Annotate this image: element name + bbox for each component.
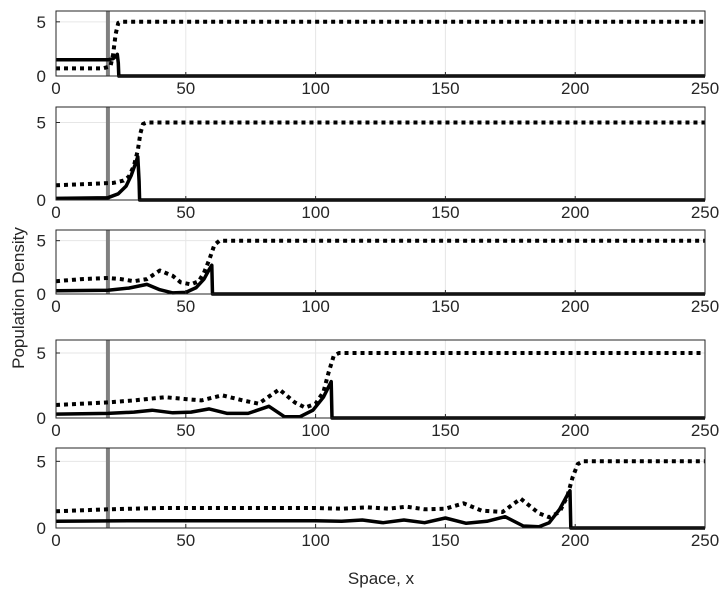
panel-1: 0 50 100 150 200 250 0 5: [37, 10, 719, 98]
x-tick-label: 200: [561, 531, 589, 550]
x-tick-label: 200: [561, 79, 589, 98]
x-tick-label: 200: [561, 421, 589, 440]
x-tick-label: 200: [561, 203, 589, 222]
axes-box: [55, 229, 706, 295]
x-tick-label: 50: [176, 79, 195, 98]
x-tick-label: 250: [691, 203, 719, 222]
x-tick-label: 100: [301, 79, 329, 98]
x-tick-label: 0: [51, 531, 60, 550]
x-tick-label: 150: [431, 421, 459, 440]
y-tick-label: 5: [37, 114, 46, 133]
y-axis-label: Population Density: [9, 227, 28, 369]
panel-2: 0 50 100 150 200 250 0 5: [37, 106, 719, 222]
x-tick-label: 200: [561, 297, 589, 316]
plot-area: [56, 448, 705, 528]
series-solid-line: [55, 154, 705, 202]
x-tick-label: 150: [431, 531, 459, 550]
axes-box: [55, 447, 706, 529]
y-tick-label: 5: [37, 232, 46, 251]
y-tick-label: 5: [37, 13, 46, 32]
panel-3: 0 50 100 150 200 250 0 5: [37, 229, 719, 316]
x-tick-label: 0: [51, 297, 60, 316]
y-tick-label: 0: [37, 191, 46, 210]
x-tick-label: 150: [431, 203, 459, 222]
x-tick-label: 0: [51, 421, 60, 440]
axes-box: [55, 106, 706, 201]
x-tick-label: 0: [51, 79, 60, 98]
series-dotted-line: [56, 19, 705, 71]
x-tick-label: 50: [176, 203, 195, 222]
x-tick-label: 100: [301, 531, 329, 550]
series-dotted-line: [55, 351, 705, 410]
axes-box: [55, 10, 706, 77]
y-tick-label: 0: [37, 519, 46, 538]
series-dotted-line: [55, 238, 705, 287]
x-tick-label: 150: [431, 297, 459, 316]
axes-box: [55, 339, 706, 419]
panel-5: 0 50 100 150 200 250 0 5: [37, 447, 719, 550]
x-tick-label: 100: [301, 203, 329, 222]
x-tick-label: 50: [176, 531, 195, 550]
y-tick-label: 5: [37, 344, 46, 363]
x-tick-label: 0: [51, 203, 60, 222]
y-tick-label: 0: [37, 409, 46, 428]
x-axis-label: Space, x: [348, 569, 415, 588]
series-solid-line: [55, 488, 705, 530]
y-tick-label: 0: [37, 285, 46, 304]
x-tick-label: 100: [301, 421, 329, 440]
x-tick-label: 100: [301, 297, 329, 316]
x-tick-label: 250: [691, 79, 719, 98]
panel-4: 0 50 100 150 200 250 0 5: [37, 339, 719, 440]
x-tick-label: 50: [176, 421, 195, 440]
series-solid-line: [56, 52, 705, 78]
series-solid-line: [55, 379, 705, 420]
x-tick-label: 250: [691, 531, 719, 550]
x-tick-label: 250: [691, 297, 719, 316]
x-tick-label: 150: [431, 79, 459, 98]
y-tick-label: 5: [37, 452, 46, 471]
x-tick-label: 250: [691, 421, 719, 440]
x-tick-label: 50: [176, 297, 195, 316]
y-tick-label: 0: [37, 67, 46, 86]
series-dotted-line: [55, 120, 705, 188]
